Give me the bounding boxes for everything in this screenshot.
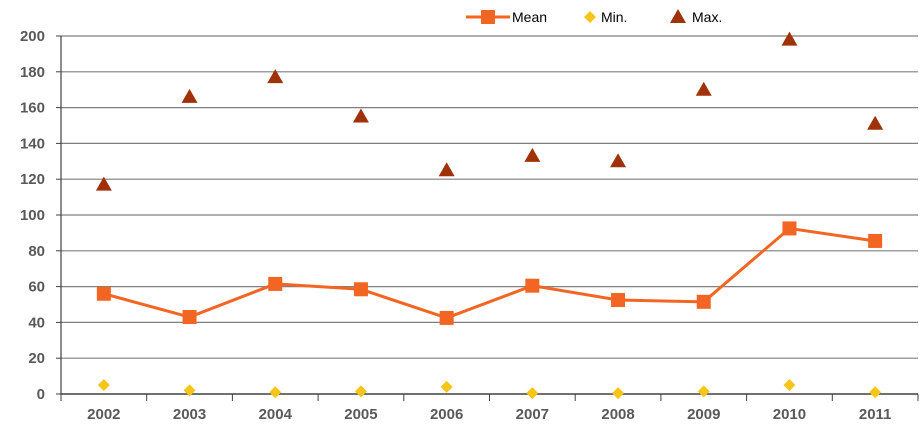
data-point xyxy=(353,282,368,297)
data-point xyxy=(183,384,196,397)
series-mean xyxy=(96,221,883,325)
legend-item: Max. xyxy=(670,9,722,25)
data-point xyxy=(268,276,283,291)
series-line xyxy=(103,226,876,320)
data-point xyxy=(439,310,454,325)
data-point xyxy=(696,294,711,309)
x-tick-label: 2008 xyxy=(601,406,634,423)
data-point xyxy=(611,293,626,308)
data-point xyxy=(95,176,112,191)
data-point xyxy=(181,88,198,103)
grid-lines xyxy=(61,35,918,359)
legend-item: Mean xyxy=(466,9,547,25)
x-tick-label: 2005 xyxy=(344,406,377,423)
y-tick-label: 160 xyxy=(20,100,45,117)
data-point xyxy=(697,385,710,398)
x-tick-label: 2004 xyxy=(259,406,293,423)
y-tick-label: 20 xyxy=(28,350,45,367)
x-tick-label: 2007 xyxy=(516,406,549,423)
data-point xyxy=(269,386,282,399)
data-point xyxy=(526,387,539,400)
data-point xyxy=(524,147,541,162)
legend-label: Min. xyxy=(601,9,627,25)
data-point xyxy=(267,69,284,84)
x-tick-label: 2010 xyxy=(773,406,806,423)
data-point xyxy=(781,31,798,46)
data-point xyxy=(440,380,453,393)
x-axis-ticks: 2002 2003 2004 2005 2006 2007 2008 2009 2010 2011 xyxy=(60,394,919,423)
legend-marker xyxy=(481,10,495,24)
data-point xyxy=(868,233,883,248)
series-layer xyxy=(95,31,884,400)
data-point xyxy=(438,162,455,177)
y-tick-label: 120 xyxy=(20,171,45,188)
legend-label: Mean xyxy=(512,9,547,25)
data-point xyxy=(97,379,110,392)
y-tick-label: 100 xyxy=(20,207,45,224)
x-tick-label: 2003 xyxy=(173,406,206,423)
data-point xyxy=(869,386,882,399)
data-point xyxy=(525,278,540,293)
legend: Mean Min. Max. xyxy=(466,9,722,25)
y-tick-label: 40 xyxy=(28,314,45,331)
legend-item: Min. xyxy=(584,9,627,25)
x-tick-label: 2009 xyxy=(687,406,720,423)
legend-marker xyxy=(670,9,686,23)
y-tick-label: 80 xyxy=(28,243,45,260)
x-tick-label: 2006 xyxy=(430,406,463,423)
data-point xyxy=(96,286,111,301)
data-point xyxy=(695,81,712,96)
series-max xyxy=(95,31,884,191)
x-tick-label: 2002 xyxy=(87,406,120,423)
data-point xyxy=(612,387,625,400)
data-point xyxy=(783,379,796,392)
legend-label: Max. xyxy=(692,9,722,25)
y-tick-label: 60 xyxy=(28,279,45,296)
y-axis-ticks: 0 20 40 60 80 100 120 140 160 180 200 xyxy=(20,28,61,403)
data-point xyxy=(610,153,627,168)
data-point xyxy=(867,115,884,130)
y-tick-label: 180 xyxy=(20,64,45,81)
series-min xyxy=(97,379,882,400)
y-tick-label: 140 xyxy=(20,135,45,152)
x-tick-label: 2011 xyxy=(859,406,892,423)
data-point xyxy=(182,310,197,325)
y-tick-label: 0 xyxy=(37,386,45,403)
data-point xyxy=(354,385,367,398)
y-tick-label: 200 xyxy=(20,28,45,45)
data-point xyxy=(782,221,797,236)
data-point xyxy=(352,108,369,123)
legend-marker xyxy=(584,11,596,23)
